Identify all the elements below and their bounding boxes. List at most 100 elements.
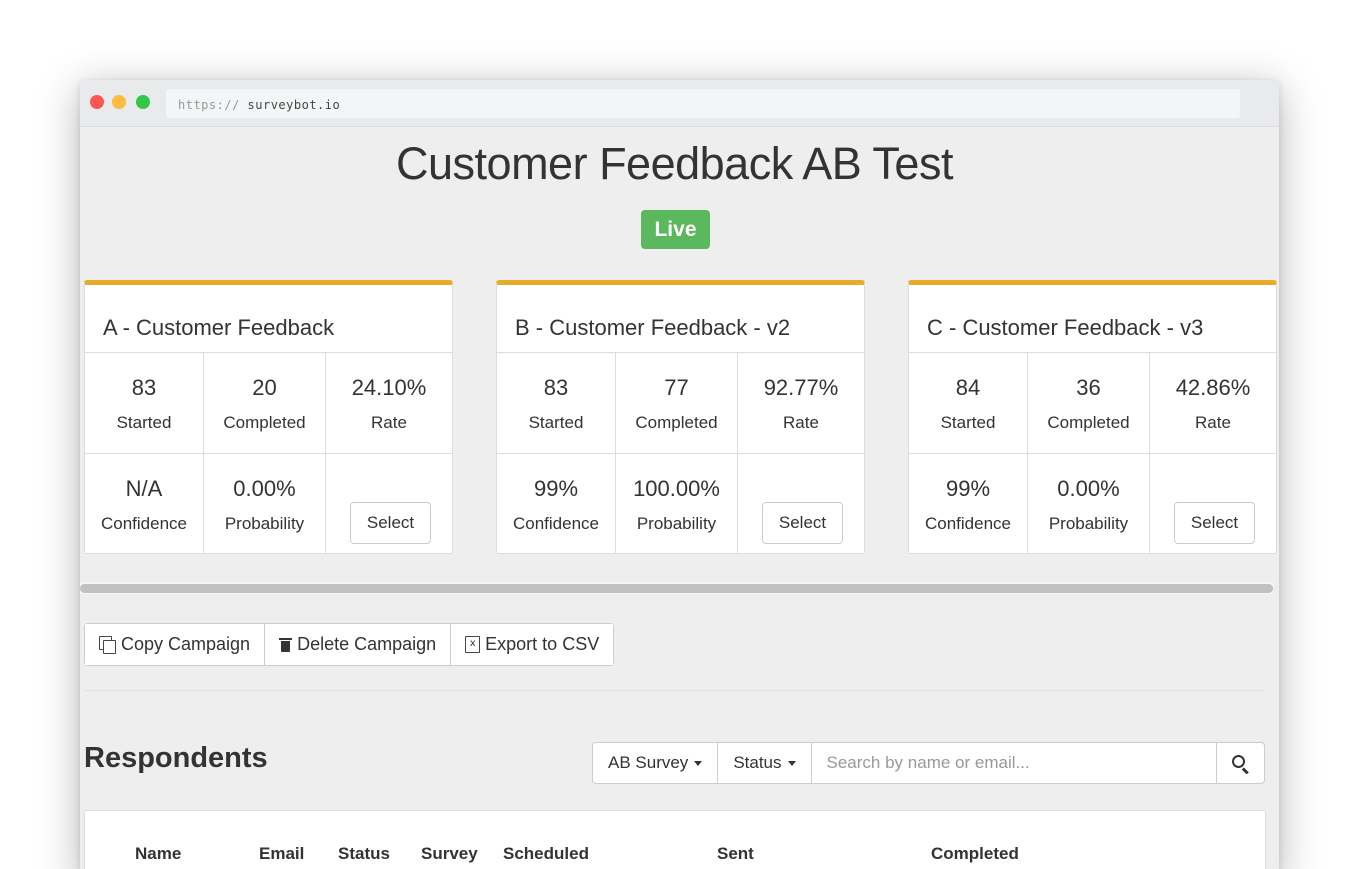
search-button[interactable] — [1216, 743, 1264, 783]
completed-stat: 36 Completed — [1027, 353, 1149, 453]
confidence-label: Confidence — [512, 514, 599, 533]
delete-campaign-label: Delete Campaign — [297, 634, 437, 654]
started-label: Started — [940, 413, 996, 432]
column-header-status[interactable]: Status — [338, 844, 390, 863]
trash-icon — [279, 637, 293, 653]
started-stat: 84 Started — [909, 353, 1027, 453]
maximize-window-button[interactable] — [136, 95, 150, 109]
rate-stat: 42.86% Rate — [1149, 353, 1276, 453]
started-value: 83 — [131, 375, 157, 400]
confidence-value: N/A — [125, 476, 163, 501]
rate-stat: 24.10% Rate — [325, 353, 452, 453]
column-header-completed[interactable]: Completed — [931, 844, 1019, 863]
started-value: 83 — [543, 375, 569, 400]
minimize-window-button[interactable] — [112, 95, 126, 109]
column-header-sent[interactable]: Sent — [717, 844, 754, 863]
variant-card-c: C - Customer Feedback - v3 84 Started 36… — [908, 280, 1277, 554]
probability-label: Probability — [224, 514, 305, 533]
export-csv-label: Export to CSV — [485, 634, 600, 654]
export-csv-button[interactable]: x Export to CSV — [450, 624, 614, 665]
select-variant-c-button[interactable]: Select — [1174, 502, 1255, 544]
confidence-value: 99% — [945, 476, 991, 501]
url-host: surveybot.io — [247, 98, 341, 112]
rate-label: Rate — [783, 413, 819, 432]
completed-stat: 20 Completed — [203, 353, 325, 453]
variant-title: B - Customer Feedback - v2 — [515, 315, 791, 340]
confidence-stat: 99% Confidence — [909, 454, 1027, 553]
confidence-label: Confidence — [100, 514, 187, 533]
variant-title: C - Customer Feedback - v3 — [927, 315, 1204, 340]
probability-label: Probability — [636, 514, 717, 533]
completed-label: Completed — [635, 413, 718, 432]
variant-title: A - Customer Feedback — [103, 315, 335, 340]
probability-label: Probability — [1048, 514, 1129, 533]
variant-stats: 84 Started 36 Completed 42.86% Rate 99% … — [909, 352, 1276, 553]
started-label: Started — [116, 413, 172, 432]
column-header-name[interactable]: Name — [135, 844, 182, 863]
close-window-button[interactable] — [90, 95, 104, 109]
rate-label: Rate — [371, 413, 407, 432]
rate-value: 92.77% — [763, 375, 839, 400]
confidence-value: 99% — [533, 476, 579, 501]
confidence-stat: 99% Confidence — [497, 454, 615, 553]
completed-value: 36 — [1076, 375, 1101, 400]
status-filter-label: Status — [733, 753, 782, 772]
select-variant-a-button[interactable]: Select — [350, 502, 431, 544]
address-bar[interactable]: https:// surveybot.io — [166, 89, 1240, 118]
rate-value: 42.86% — [1175, 375, 1251, 400]
completed-stat: 77 Completed — [615, 353, 737, 453]
search-input[interactable] — [811, 743, 1216, 783]
rate-stat: 92.77% Rate — [737, 353, 864, 453]
respondents-filter-bar: AB Survey Status — [592, 742, 1265, 784]
confidence-stat: N/A Confidence — [85, 454, 203, 553]
probability-stat: 0.00% Probability — [203, 454, 325, 553]
scrollbar-thumb[interactable] — [80, 584, 1273, 593]
completed-label: Completed — [223, 413, 306, 432]
select-cell: Select — [1149, 454, 1276, 553]
variant-card-a: A - Customer Feedback 83 Started 20 Comp… — [84, 280, 453, 554]
browser-window: https:// surveybot.io Customer Feedback … — [80, 80, 1279, 869]
probability-stat: 0.00% Probability — [1027, 454, 1149, 553]
copy-icon — [99, 636, 116, 654]
status-badge: Live — [641, 210, 710, 249]
delete-campaign-button[interactable]: Delete Campaign — [264, 624, 451, 665]
probability-value: 0.00% — [233, 476, 296, 501]
probability-stat: 100.00% Probability — [615, 454, 737, 553]
completed-value: 77 — [664, 375, 689, 400]
select-cell: Select — [737, 454, 864, 553]
select-cell: Select — [325, 454, 452, 553]
csv-file-icon: x — [465, 636, 481, 653]
variant-stats: 83 Started 77 Completed 92.77% Rate 99% … — [497, 352, 864, 553]
started-stat: 83 Started — [497, 353, 615, 453]
section-divider — [84, 690, 1266, 691]
confidence-label: Confidence — [924, 514, 1011, 533]
survey-filter-dropdown[interactable]: AB Survey — [593, 743, 719, 783]
browser-titlebar: https:// surveybot.io — [80, 80, 1279, 127]
started-stat: 83 Started — [85, 353, 203, 453]
column-header-email[interactable]: Email — [259, 844, 305, 863]
probability-value: 0.00% — [1057, 476, 1120, 501]
chevron-down-icon — [694, 760, 703, 766]
horizontal-scrollbar[interactable] — [80, 582, 1273, 594]
survey-filter-label: AB Survey — [608, 753, 689, 772]
chevron-down-icon — [787, 760, 796, 766]
column-header-scheduled[interactable]: Scheduled — [503, 844, 589, 863]
select-variant-b-button[interactable]: Select — [762, 502, 843, 544]
probability-value: 100.00% — [633, 476, 720, 501]
search-icon — [1232, 755, 1245, 768]
variant-stats: 83 Started 20 Completed 24.10% Rate N/A … — [85, 352, 452, 553]
campaign-actions: Copy Campaign Delete Campaign x Export t… — [84, 623, 615, 666]
started-value: 84 — [955, 375, 981, 400]
column-header-survey[interactable]: Survey — [421, 844, 478, 863]
completed-label: Completed — [1047, 413, 1130, 432]
copy-campaign-button[interactable]: Copy Campaign — [85, 624, 265, 665]
started-label: Started — [528, 413, 584, 432]
variant-card-b: B - Customer Feedback - v2 83 Started 77… — [496, 280, 865, 554]
respondents-title: Respondents — [84, 742, 268, 774]
status-filter-dropdown[interactable]: Status — [718, 743, 812, 783]
rate-value: 24.10% — [351, 375, 427, 400]
rate-label: Rate — [1195, 413, 1231, 432]
copy-campaign-label: Copy Campaign — [121, 634, 251, 654]
url-scheme: https:// — [178, 98, 240, 112]
page-title: Customer Feedback AB Test — [396, 138, 953, 189]
